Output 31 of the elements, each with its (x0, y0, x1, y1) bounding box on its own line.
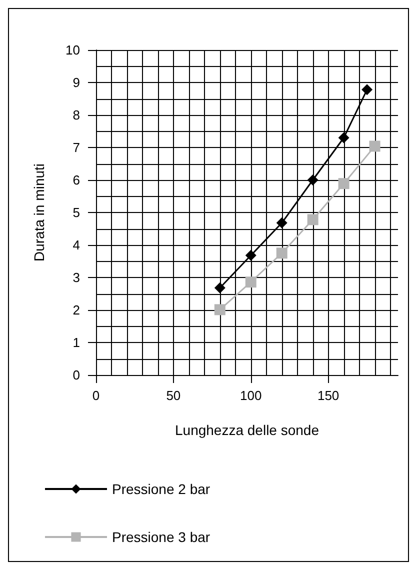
point (362, 84, 373, 96)
y-tick-label: 4 (72, 238, 80, 252)
point (369, 140, 380, 152)
y-tick-label: 7 (72, 140, 80, 155)
x-tick-label: 150 (317, 388, 340, 403)
y-tick-label: 2 (72, 302, 80, 318)
point (214, 304, 226, 316)
y-axis-title: Durata in minuti (31, 163, 47, 262)
legend-label: Pressione 3 bar (112, 529, 210, 545)
point (214, 282, 226, 294)
legend-label: Pressione 2 bar (112, 481, 210, 497)
y-tick-label: 5 (72, 205, 80, 220)
y-tick-label: 1 (72, 335, 80, 350)
x-tick-label: 50 (166, 388, 181, 403)
x-tick-label: 100 (240, 388, 262, 403)
y-tick-label: 3 (72, 270, 80, 285)
point (276, 217, 288, 228)
point (276, 248, 288, 259)
y-tick-label: 10 (66, 42, 80, 58)
point (245, 250, 256, 261)
x-tick-label: 0 (92, 388, 100, 403)
y-tick-label: 0 (72, 368, 80, 382)
point (307, 174, 318, 186)
y-tick-label: 9 (72, 75, 80, 90)
y-tick-label: 8 (72, 108, 80, 122)
point (245, 276, 256, 288)
point (338, 132, 350, 144)
point (338, 178, 350, 190)
point (307, 214, 318, 226)
y-tick-label: 6 (72, 172, 80, 188)
x-axis-title: Lunghezza delle sonde (174, 422, 320, 438)
